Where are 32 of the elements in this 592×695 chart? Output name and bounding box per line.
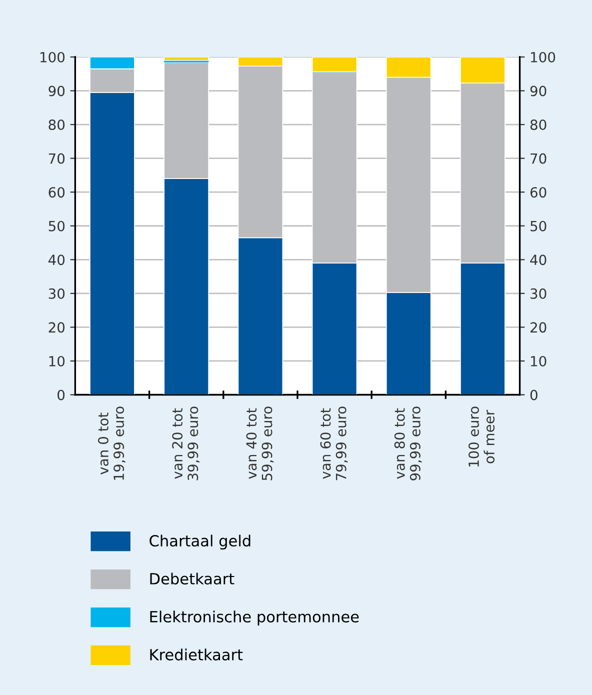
- legend-label: Elektronische portemonnee: [150, 610, 359, 626]
- y2-tick-label: 30: [530, 288, 546, 299]
- y2-tick-label: 10: [531, 356, 546, 366]
- y-tick-label: 20: [48, 322, 65, 333]
- legend-label: Kredietkaart: [150, 648, 243, 660]
- y2-tick-label: 50: [530, 220, 546, 232]
- y2-tick-label: 60: [530, 187, 546, 198]
- y2-tick-label: 90: [530, 86, 546, 96]
- legend-label: Debetkaart: [150, 572, 234, 585]
- x-tick-label: van 20 tot 39,99 euro: [172, 406, 200, 480]
- y-tick-label: 60: [48, 187, 65, 198]
- y2-tick-label: 80: [530, 120, 546, 130]
- y-tick-label: 80: [48, 120, 65, 130]
- y2-tick-label: 20: [530, 322, 546, 333]
- x-tick-label: 100 euro of meer: [468, 406, 495, 467]
- y-tick-label: 0: [58, 390, 65, 400]
- y-tick-label: 50: [48, 220, 65, 232]
- x-tick-label: van 0 tot 19,99 euro: [98, 406, 126, 480]
- y-tick-label: 10: [49, 356, 65, 366]
- y2-tick-label: 0: [530, 390, 538, 400]
- y-tick-label: 90: [48, 86, 65, 96]
- y2-tick-label: 100: [531, 52, 556, 62]
- x-tick-label: van 80 tot 99,99 euro: [394, 406, 422, 480]
- x-tick-label: van 40 tot 59,99 euro: [246, 406, 274, 480]
- x-tick-label: van 60 tot 79,99 euro: [320, 406, 348, 480]
- y2-tick-label: 40: [530, 254, 546, 266]
- y-tick-label: 100: [40, 52, 65, 62]
- y-tick-label: 70: [48, 153, 65, 164]
- y-tick-label: 30: [48, 288, 65, 299]
- y-tick-label: 40: [48, 254, 65, 266]
- legend-label: Chartaal geld: [150, 534, 250, 550]
- y2-tick-label: 70: [530, 153, 546, 164]
